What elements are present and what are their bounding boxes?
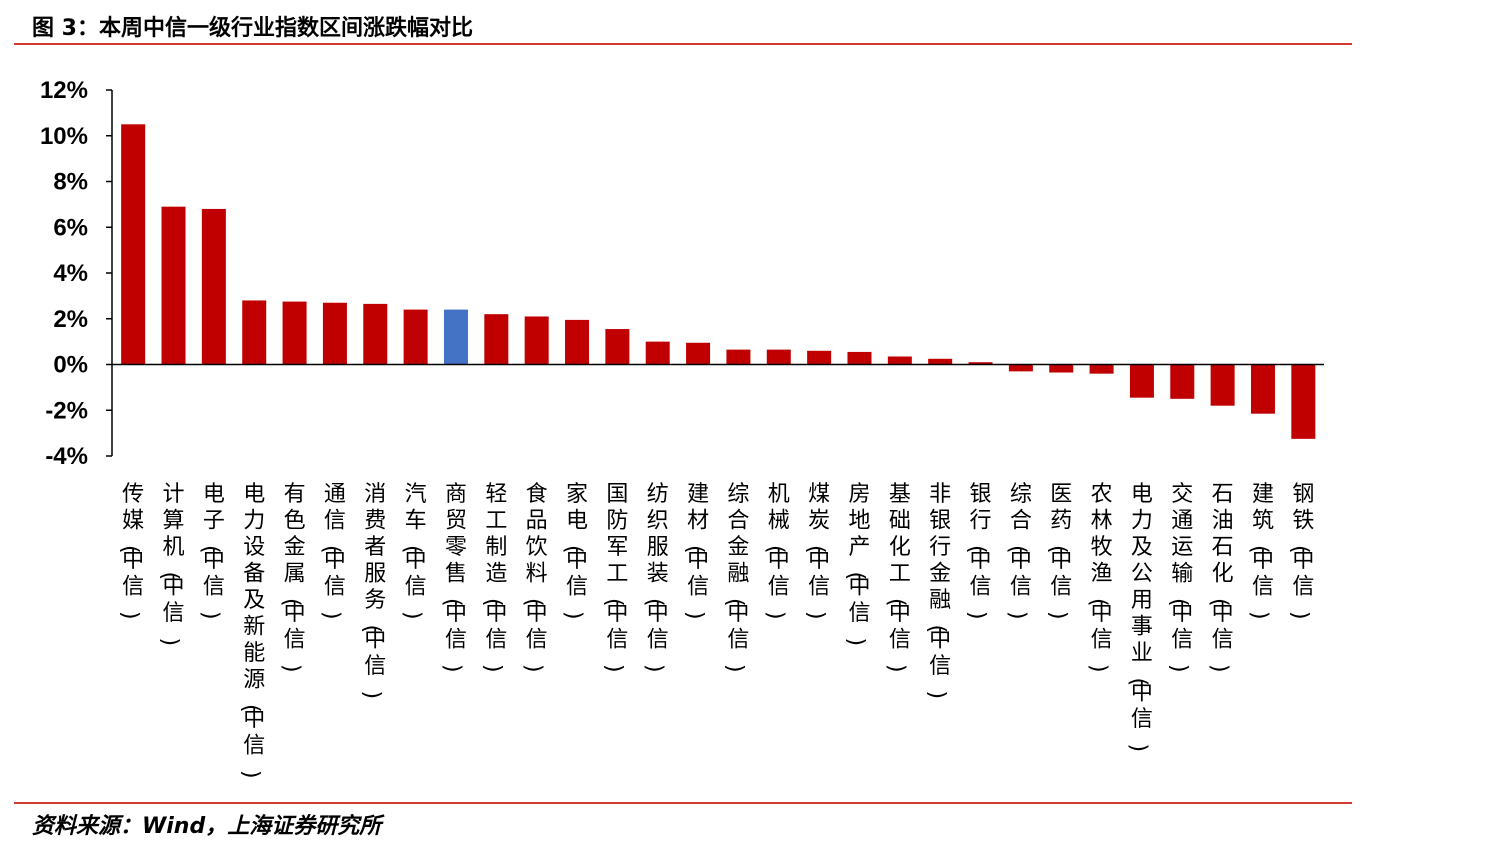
category-label: 汽车(中信) [399,482,426,620]
bar [1170,364,1195,399]
bar [322,302,347,365]
bar [1129,364,1154,398]
bar [968,362,993,365]
category-label: 电力及公用事业(中信) [1126,482,1153,752]
bar [121,124,146,365]
category-label: 轻工制造(中信) [480,482,507,673]
bar [1291,364,1316,439]
category-label: 传媒(中信) [117,482,144,620]
bar [282,301,307,365]
category-label: 家电(中信) [561,482,588,620]
category-label: 房地产(中信) [843,482,870,646]
bar [1089,364,1114,374]
y-tick-label: 0% [53,352,88,379]
bar [484,314,509,365]
figure-title: 图 3：本周中信一级行业指数区间涨跌幅对比 [32,16,473,41]
bar [847,351,872,365]
bar [443,309,468,365]
category-label: 国防军工(中信) [601,482,628,673]
bar [201,208,226,365]
category-label: 计算机(中信) [157,482,184,646]
bar [403,309,428,365]
title-rule [14,43,1352,45]
bar [565,319,590,365]
bar [645,341,670,365]
category-label: 农林牧渔(中信) [1085,482,1112,673]
category-label: 银行(中信) [964,482,991,620]
category-label: 通信(中信) [319,482,346,620]
category-label: 建筑(中信) [1247,482,1274,620]
category-label: 煤炭(中信) [803,482,830,620]
bar [726,349,751,365]
y-tick-label: 6% [53,214,88,241]
category-label: 医药(中信) [1045,482,1072,620]
category-label: 综合(中信) [1005,482,1032,620]
bar [928,358,953,365]
y-axis-tick-marks [106,89,112,457]
category-label: 基础化工(中信) [884,482,911,673]
bar-series [121,124,1316,439]
bar [605,329,630,365]
category-label: 非银行金融(中信) [924,482,951,699]
category-label: 纺织服装(中信) [641,482,668,673]
y-tick-label: 4% [53,260,88,287]
bar [807,350,832,365]
bar [1250,364,1275,414]
category-label: 电力设备及新能源(中信) [238,482,265,779]
category-label: 石油石化(中信) [1206,482,1233,673]
category-labels: 传媒(中信) 计算机(中信) 电子(中信) 电力设备及新能源(中信) 有色金属(中信) 通… [117,482,1314,779]
bar [766,349,791,365]
category-label: 钢铁(中信) [1287,482,1314,620]
y-tick-label: 2% [53,306,88,333]
category-label: 机械(中信) [762,482,789,620]
source-rule [14,802,1352,804]
bar [887,356,912,365]
bar [524,316,549,365]
category-label: 消费者服务(中信) [359,482,386,699]
category-label: 食品饮料(中信) [520,482,547,673]
y-tick-label: -4% [45,443,88,470]
bar [363,303,388,365]
bar [1008,364,1033,372]
bar [1210,364,1235,406]
y-axis-tick-labels: 12% 10% 8% 6% 4% 2% 0% -2% -4% [40,77,88,470]
y-tick-label: 8% [53,169,88,196]
bar [242,300,267,365]
source-note: 资料来源：Wind，上海证券研究所 [32,814,382,839]
category-label: 商贸零售(中信) [440,482,467,673]
category-label: 电子(中信) [198,482,225,620]
category-label: 有色金属(中信) [278,482,305,673]
bar [161,206,186,365]
bar [1049,364,1074,373]
category-label: 综合金融(中信) [722,482,749,673]
category-label: 建材(中信) [682,482,709,620]
category-label: 交通运输(中信) [1166,482,1193,673]
y-tick-label: -2% [45,397,88,424]
y-tick-label: 12% [40,77,88,104]
bar [686,342,711,365]
y-tick-label: 10% [40,123,88,150]
